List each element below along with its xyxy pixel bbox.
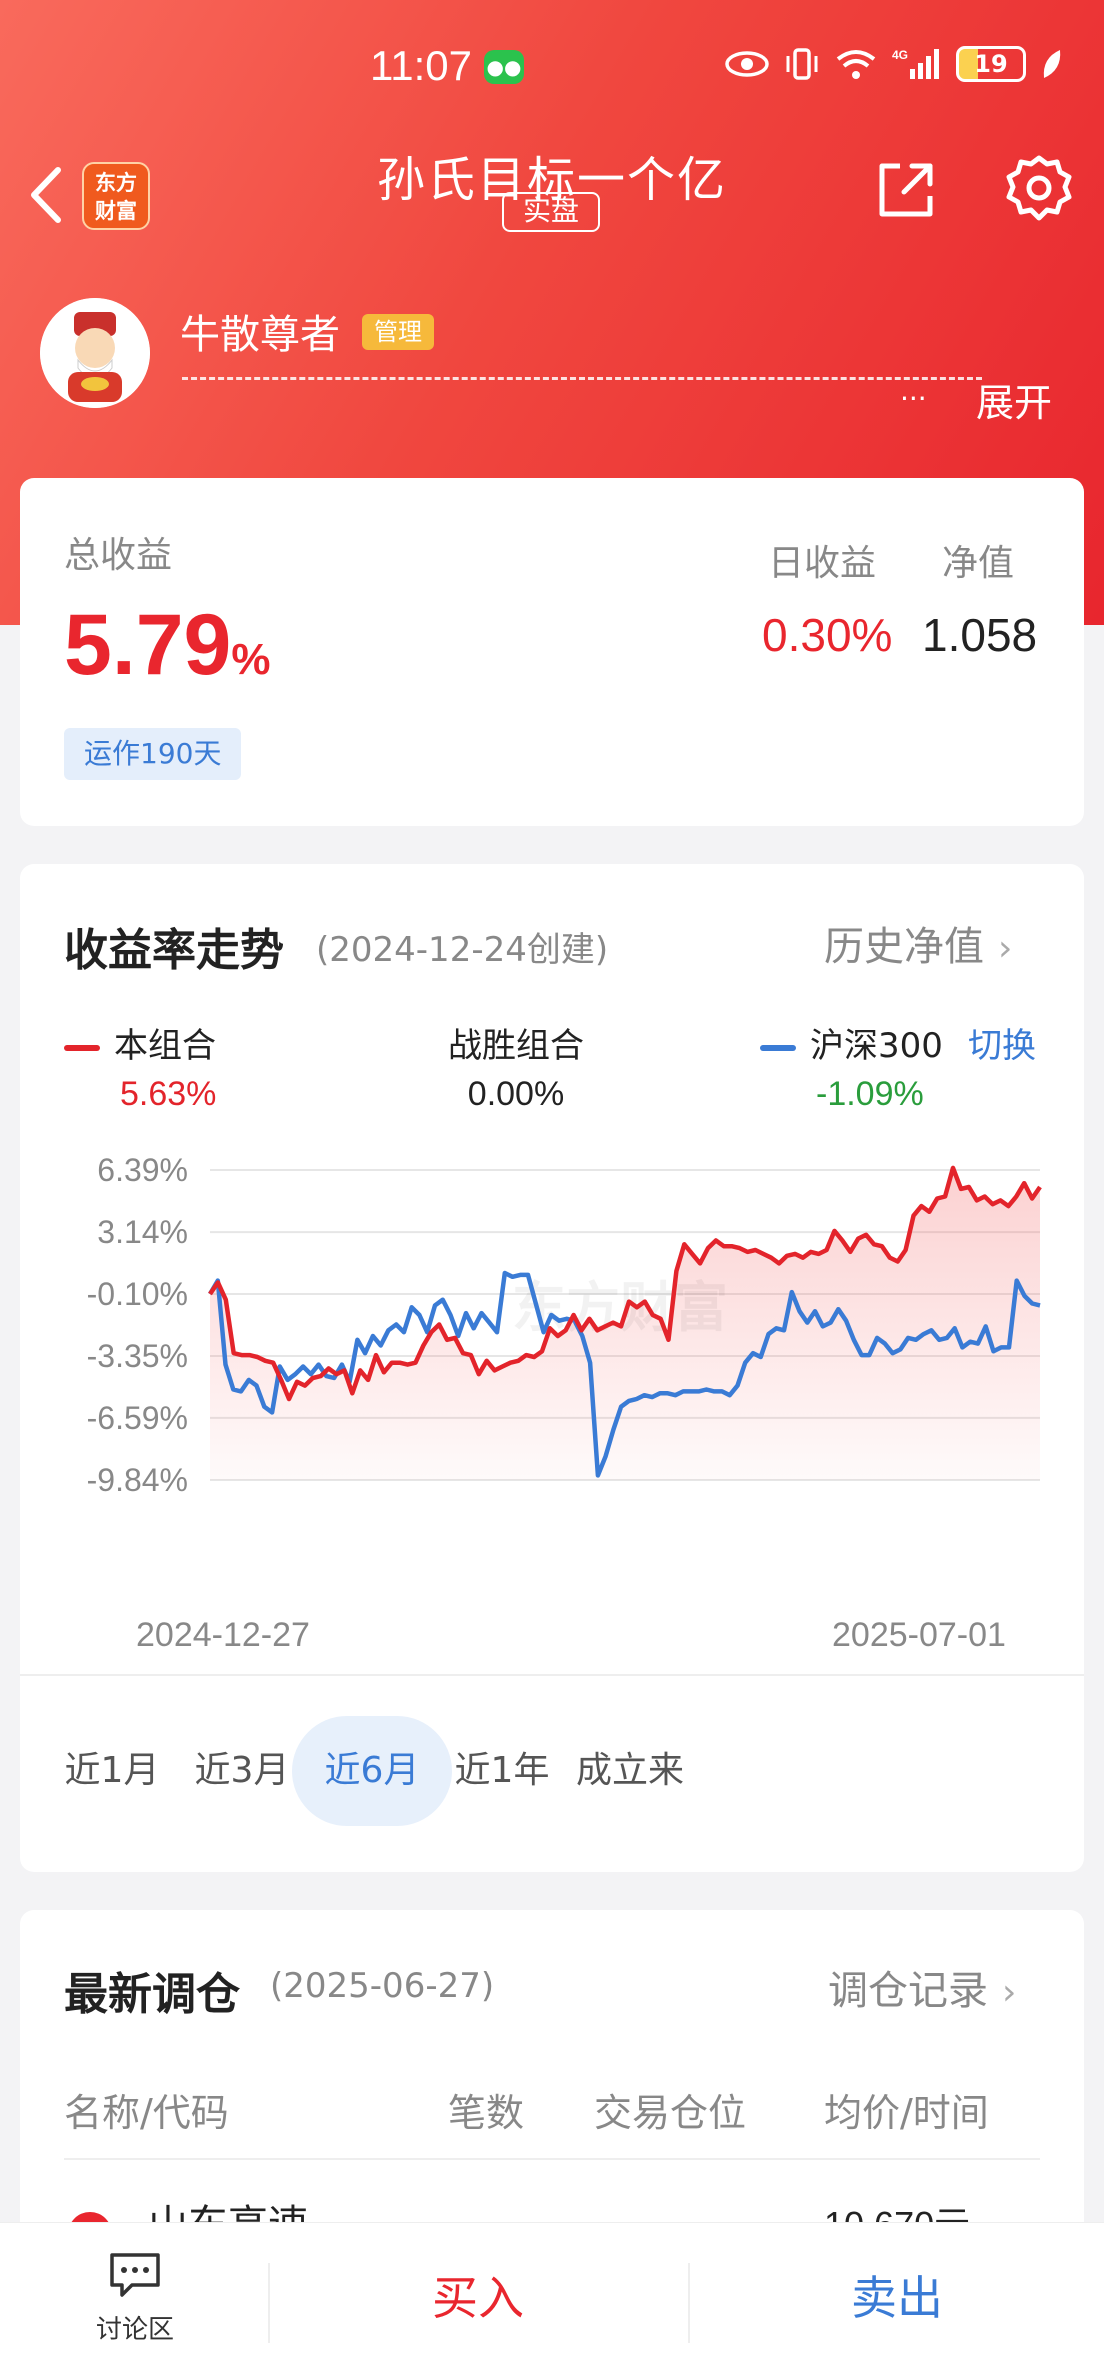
- status-icons: 4G 19: [724, 46, 1064, 82]
- legend-portfolio-swatch: [64, 1044, 100, 1051]
- tab-1-year[interactable]: 近1年: [454, 1750, 550, 1791]
- wifi-icon: [836, 50, 876, 79]
- discussion-label: 讨论区: [95, 2315, 174, 2345]
- caishen-avatar-icon: [40, 298, 150, 408]
- separator: [688, 2263, 690, 2343]
- summary-card: 总收益 5.79% 运作190天 日收益 净值 0.30% 1.058: [20, 478, 1084, 826]
- net-value-label: 净值: [942, 543, 1015, 584]
- manager-name: 牛散尊者: [180, 312, 340, 358]
- column-name-code: 名称/代码: [64, 2091, 229, 2135]
- logo-line1: 东方: [95, 171, 137, 195]
- y-tick-label: 3.14%: [97, 1214, 188, 1250]
- manager-info: 牛散尊者 管理 ... 展开: [40, 298, 1070, 425]
- battery-indicator: 19: [956, 46, 1026, 82]
- manager-description: [182, 374, 982, 380]
- separator: [268, 2263, 270, 2343]
- portfolio-area-fill: [210, 1167, 1040, 1480]
- chart-divider: [20, 1674, 1084, 1676]
- legend-csi300: 沪深300 -1.09%: [760, 1018, 943, 1114]
- bottom-action-bar: 讨论区 买入 卖出: [0, 2222, 1104, 2376]
- back-arrow-icon[interactable]: [22, 160, 72, 230]
- running-days-badge: 运作190天: [64, 728, 242, 780]
- legend-portfolio-value: 5.63%: [120, 1075, 217, 1113]
- total-return-value: 5.79%: [64, 596, 271, 695]
- page-title: 孙氏目标一个亿: [376, 152, 727, 208]
- tab-3-months[interactable]: 近3月: [194, 1750, 290, 1791]
- column-position: 交易仓位: [594, 2091, 747, 2135]
- history-nav-label: 历史净值: [824, 924, 984, 970]
- status-bar: 11:07 ●● 4G 19: [0, 40, 1104, 100]
- tab-since-inception[interactable]: 成立来: [575, 1750, 684, 1791]
- description-ellipsis: ...: [900, 374, 927, 407]
- eye-icon: [725, 51, 769, 77]
- legend-csi300-name: 沪深300: [810, 1026, 943, 1066]
- total-return-unit: %: [231, 635, 271, 684]
- logo-line2: 财富: [95, 199, 137, 223]
- discussion-button[interactable]: 讨论区: [70, 2251, 200, 2346]
- portfolio-series-line: [208, 1165, 1042, 1402]
- column-price-time: 均价/时间: [824, 2091, 989, 2135]
- switch-benchmark-button[interactable]: 切换: [968, 1026, 1036, 1066]
- chart-title: 收益率走势: [64, 925, 284, 976]
- real-trading-tag: 实盘: [502, 192, 600, 232]
- share-icon[interactable]: [874, 158, 938, 222]
- y-tick-label: -6.59%: [87, 1400, 188, 1436]
- tab-1-month[interactable]: 近1月: [64, 1750, 160, 1791]
- legend-portfolio-name: 本组合: [114, 1026, 216, 1066]
- avatar[interactable]: [40, 298, 150, 408]
- return-chart-svg: 6.39%3.14%-0.10%-3.35%-6.59%-9.84%东方财富: [87, 1152, 1042, 1498]
- chevron-right-icon: ›: [1002, 1972, 1017, 2013]
- vibrate-icon: [786, 48, 818, 80]
- return-chart: 6.39% 3.14% -0.10% -3.35% -6.59% -9.84% 东方财富: [20, 1152, 1084, 1524]
- legend-beat-ratio: 战胜组合 0.00%: [448, 1018, 584, 1114]
- manager-badge: 管理: [362, 314, 434, 350]
- legend-csi300-value: -1.09%: [816, 1075, 924, 1113]
- rebalance-divider: [64, 2158, 1040, 2160]
- x-axis-end-label: 2025-07-01: [832, 1616, 1006, 1654]
- wechat-notification-icon: ●●: [484, 50, 524, 84]
- chart-created-date: (2024-12-24创建): [316, 930, 609, 970]
- gear-icon[interactable]: [1004, 154, 1074, 224]
- legend-portfolio: 本组合 5.63%: [64, 1018, 216, 1114]
- rebalance-history-link[interactable]: 调仓记录 ›: [828, 1958, 1016, 2016]
- tab-6-months[interactable]: 近6月: [292, 1716, 452, 1826]
- sell-button[interactable]: 卖出: [851, 2271, 943, 2325]
- total-return-label: 总收益: [64, 535, 173, 576]
- buy-button[interactable]: 买入: [432, 2271, 524, 2325]
- return-chart-card: 收益率走势 (2024-12-24创建) 历史净值 › 本组合 5.63% 战胜组…: [20, 864, 1084, 1872]
- total-return-number: 5.79: [64, 597, 232, 693]
- svg-text:4G: 4G: [892, 48, 908, 62]
- legend-beat-name: 战胜组合: [448, 1026, 584, 1066]
- chevron-right-icon: ›: [998, 928, 1013, 969]
- x-axis-start-label: 2024-12-27: [136, 1616, 310, 1654]
- top-nav: 东方 财富 孙氏目标一个亿 实盘: [0, 140, 1104, 250]
- y-tick-label: -9.84%: [87, 1462, 188, 1498]
- daily-return-label: 日收益: [768, 543, 877, 584]
- status-time: 11:07: [370, 42, 472, 89]
- history-nav-link[interactable]: 历史净值 ›: [824, 914, 1012, 972]
- rebalance-date: (2025-06-27): [270, 1966, 495, 2006]
- column-count: 笔数: [448, 2091, 525, 2135]
- rebalance-title: 最新调仓: [64, 1969, 240, 2020]
- y-tick-label: -0.10%: [87, 1276, 188, 1312]
- leaf-icon: [1043, 50, 1061, 78]
- eastmoney-logo: 东方 财富: [82, 162, 150, 230]
- chat-bubble-icon: [110, 2253, 160, 2297]
- y-tick-label: -3.35%: [87, 1338, 188, 1374]
- net-value-value: 1.058: [922, 609, 1038, 661]
- y-tick-label: 6.39%: [97, 1154, 188, 1188]
- legend-csi300-swatch: [760, 1044, 796, 1051]
- rebalance-history-label: 调仓记录: [828, 1968, 988, 2014]
- period-tabs: 近1月 近3月 近6月 近1年 成立来: [20, 1716, 1084, 1826]
- signal-icon: 4G: [892, 48, 939, 79]
- expand-button[interactable]: 展开: [976, 381, 1053, 425]
- daily-return-value: 0.30%: [762, 609, 893, 661]
- legend-beat-value: 0.00%: [467, 1075, 565, 1113]
